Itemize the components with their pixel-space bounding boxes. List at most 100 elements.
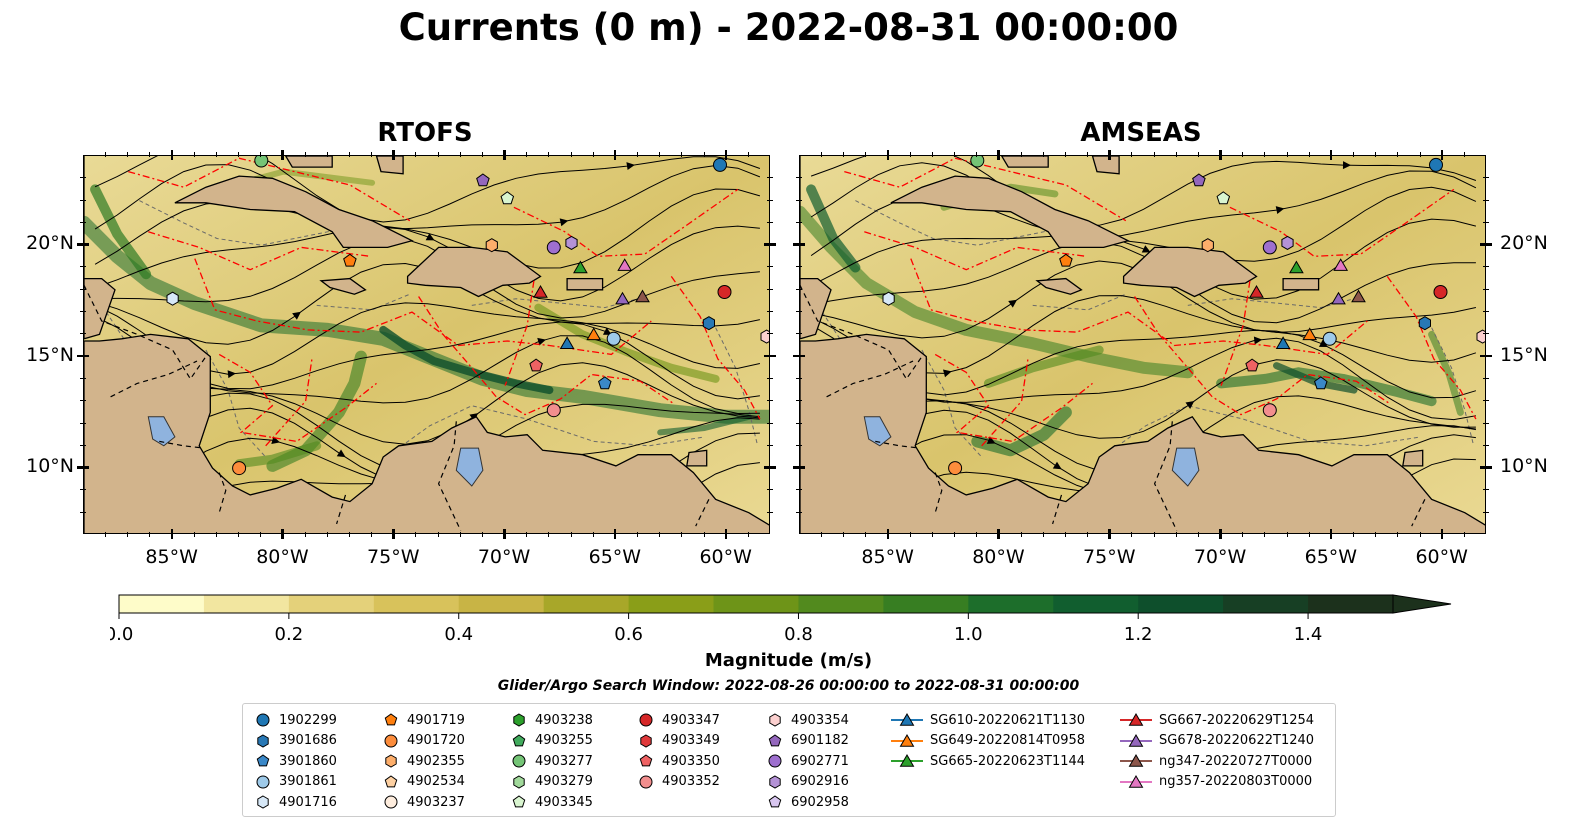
amseas-lat-minor-right	[1483, 355, 1489, 357]
rtofs-lat-minor-left	[80, 422, 86, 424]
triangle-marker-icon	[891, 713, 923, 726]
colorbar-tick-label-6: 1.2	[1124, 624, 1153, 642]
amseas-lake-0	[863, 416, 892, 447]
rtofs-panel-title: RTOFS	[377, 118, 473, 148]
rtofs-lat-minor-right	[767, 311, 773, 313]
amseas-lon-minor-bottom	[1264, 532, 1266, 537]
amseas-panel-title: AMSEAS	[1080, 118, 1202, 148]
rtofs-lon-label-5: 60°W	[699, 546, 752, 568]
amseas-marker-4901716	[882, 291, 895, 306]
amseas-lon-minor-bottom	[1220, 532, 1222, 537]
rtofs-marker-1902299	[713, 157, 727, 172]
amseas-marker-4901720	[948, 461, 963, 476]
rtofs-contour-5	[715, 327, 759, 446]
pentagon-marker-icon	[768, 795, 782, 808]
hexagon-marker-icon	[769, 775, 781, 789]
amseas-lat-minor-left	[796, 266, 802, 268]
rtofs-lake-0	[147, 416, 176, 447]
amseas-marker-1902299	[1429, 157, 1443, 172]
triangle-marker-icon	[1120, 733, 1152, 747]
amseas-streamline-12	[810, 162, 1477, 238]
legend-item: 4903347	[636, 710, 720, 731]
rtofs-lat-minor-right	[767, 422, 773, 424]
amseas-lon-label-5: 60°W	[1415, 546, 1468, 568]
amseas-lon-minor-top	[1397, 152, 1399, 157]
amseas-lat-minor-right	[1483, 221, 1489, 223]
amseas-flow-arrow-7	[942, 369, 952, 378]
rtofs-lon-label-1: 80°W	[256, 546, 309, 568]
amseas-country-border-0	[800, 285, 923, 380]
amseas-current-jet-3	[983, 345, 1104, 388]
rtofs-marker-4901719	[343, 253, 357, 267]
amseas-lat-minor-left	[796, 377, 802, 379]
rtofs-landmass-1	[84, 333, 769, 533]
amseas-lon-minor-top	[1087, 152, 1089, 157]
legend-item: SG667-20220629T1254	[1119, 710, 1314, 731]
rtofs-current-jet-5	[534, 303, 720, 383]
rtofs-lat-minor-left	[80, 467, 86, 469]
colorbar-segment-13	[1223, 595, 1309, 613]
legend-item: 4903345	[509, 792, 593, 813]
colorbar-label: Magnitude (m/s)	[704, 650, 873, 671]
rtofs-lon-minor-top	[171, 152, 173, 157]
amseas-flow-arrow-5	[1253, 336, 1263, 345]
rtofs-flow-arrow-7	[227, 370, 236, 379]
pentagon-marker-icon	[639, 754, 653, 767]
amseas-flow-arrow-13	[1342, 161, 1351, 170]
legend-item-label: 6902958	[791, 794, 849, 810]
colorbar-segment-11	[1053, 595, 1139, 613]
legend-item: 4902534	[381, 772, 465, 793]
amseas-lat-minor-right	[1483, 377, 1489, 379]
legend-item: 6902958	[765, 792, 849, 813]
amseas-lat-minor-left	[796, 199, 802, 201]
rtofs-landmass-6	[686, 449, 708, 467]
rtofs-lon-minor-top	[326, 152, 328, 157]
rtofs-contour-2	[382, 405, 705, 460]
amseas-lon-minor-bottom	[1330, 532, 1332, 537]
legend-item-label: 4903345	[535, 794, 593, 810]
legend-column-6: SG667-20220629T1254 SG678-20220622T1240 ng…	[1119, 710, 1314, 792]
amseas-current-map[interactable]	[799, 155, 1486, 534]
rtofs-marker-SG678-20220622T1240	[615, 291, 630, 305]
amseas-marker-4903345	[1216, 191, 1231, 205]
amseas-lon-minor-top	[1264, 152, 1266, 157]
rtofs-lon-minor-top	[747, 152, 749, 157]
amseas-marker-ng347-20220727T0000	[1351, 289, 1366, 303]
hexagon-marker-icon	[513, 713, 525, 727]
hexagon-marker-icon	[769, 713, 781, 727]
rtofs-lat-minor-right	[767, 221, 773, 223]
rtofs-lat-minor-left	[80, 244, 86, 246]
amseas-lat-minor-left	[796, 311, 802, 313]
rtofs-eez-line-3	[218, 353, 377, 443]
amseas-lon-minor-bottom	[1419, 532, 1421, 537]
amseas-lon-label-2: 75°W	[1083, 546, 1136, 568]
rtofs-lon-minor-bottom	[659, 532, 661, 537]
amseas-flow-arrow-10	[1141, 245, 1151, 253]
rtofs-lon-minor-top	[703, 152, 705, 157]
amseas-lat-minor-left	[796, 467, 802, 469]
rtofs-lon-minor-top	[371, 152, 373, 157]
rtofs-lat-minor-right	[767, 266, 773, 268]
rtofs-current-map[interactable]	[83, 155, 770, 534]
amseas-flow-arrow-12	[1275, 206, 1285, 215]
rtofs-lat-minor-right	[767, 444, 773, 446]
rtofs-flow-arrow-12	[559, 218, 569, 227]
rtofs-current-jet-1	[379, 325, 554, 395]
rtofs-lon-minor-bottom	[171, 532, 173, 537]
rtofs-lon-minor-top	[393, 152, 395, 157]
amseas-lon-minor-bottom	[843, 532, 845, 537]
amseas-lon-minor-bottom	[1175, 532, 1177, 537]
amseas-lon-minor-top	[954, 152, 956, 157]
amseas-eez-line-2	[910, 258, 1368, 356]
amseas-lat-minor-right	[1483, 400, 1489, 402]
rtofs-lon-minor-bottom	[415, 532, 417, 537]
rtofs-eez-line-6	[670, 276, 761, 420]
rtofs-country-border-3	[218, 472, 227, 513]
amseas-lat-minor-right	[1483, 311, 1489, 313]
amseas-landmass-8	[1091, 156, 1120, 175]
rtofs-marker-3901860	[598, 376, 612, 390]
amseas-lat-minor-left	[796, 400, 802, 402]
rtofs-marker-4903347	[717, 285, 732, 299]
circle-marker-icon	[256, 775, 270, 789]
legend-item-label: 4901719	[407, 712, 465, 728]
